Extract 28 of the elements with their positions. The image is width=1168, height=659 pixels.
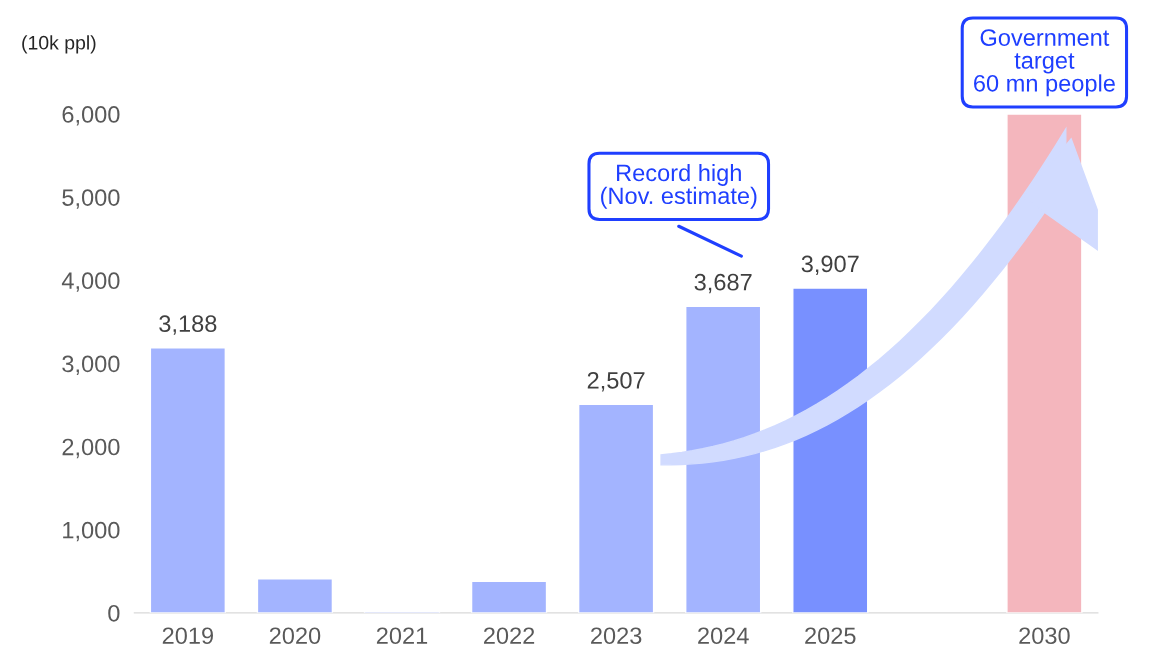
y-tick-label: 4,000 — [61, 272, 120, 292]
y-axis-title: (10k ppl) — [22, 35, 96, 54]
data-label: 3,188 — [159, 315, 217, 335]
y-tick-label: 0 — [108, 604, 120, 622]
bar — [256, 578, 334, 613]
data-label: 2,507 — [587, 371, 645, 392]
x-tick-label: 2025 — [805, 627, 856, 645]
y-tick-label: 6,000 — [62, 106, 120, 126]
x-tick-label: 2024 — [698, 627, 749, 645]
y-tick-label: 1,000 — [63, 521, 120, 542]
y-tick-label: 3,000 — [62, 355, 120, 376]
x-tick-label: 2019 — [162, 627, 213, 645]
data-label: 3,687 — [694, 273, 752, 294]
y-tick-label: 5,000 — [62, 189, 120, 209]
bar — [149, 347, 227, 613]
data-label: 3,907 — [801, 255, 859, 276]
x-tick-label: 2022 — [483, 627, 535, 645]
x-tick-label: 2020 — [269, 627, 321, 645]
annotation: Government target 60 mn people — [974, 29, 1115, 97]
bar — [685, 305, 762, 613]
x-tick-label: 2030 — [1019, 627, 1070, 645]
bar — [470, 580, 548, 613]
x-tick-label: 2023 — [591, 627, 642, 645]
bar — [792, 287, 869, 613]
annotation: Record high (Nov. estimate) — [601, 163, 757, 209]
x-tick-label: 2021 — [376, 627, 428, 645]
y-tick-label: 2,000 — [62, 438, 120, 459]
bar — [577, 403, 655, 613]
